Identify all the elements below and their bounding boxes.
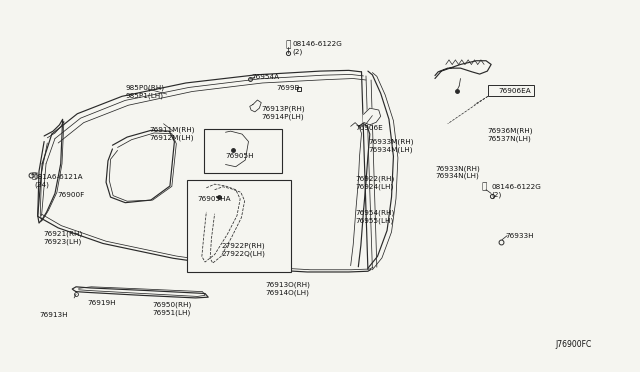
Polygon shape <box>106 131 174 203</box>
Text: 76913O(RH)
76914O(LH): 76913O(RH) 76914O(LH) <box>265 282 310 296</box>
Text: 76906EA: 76906EA <box>499 88 532 94</box>
Text: 76913P(RH)
76914P(LH): 76913P(RH) 76914P(LH) <box>261 106 305 120</box>
Text: 76911M(RH)
76912M(LH): 76911M(RH) 76912M(LH) <box>150 127 195 141</box>
Text: 985P0(RH)
985P1(LH): 985P0(RH) 985P1(LH) <box>125 84 164 99</box>
Text: 76913H: 76913H <box>39 312 68 318</box>
Polygon shape <box>435 61 491 78</box>
Text: 76905H: 76905H <box>225 153 254 159</box>
Text: 27922P(RH)
27922Q(LH): 27922P(RH) 27922Q(LH) <box>221 243 265 257</box>
Text: 76900F: 76900F <box>57 192 84 198</box>
Bar <box>204 129 282 173</box>
Text: 7699B: 7699B <box>276 85 300 91</box>
Text: 76933H: 76933H <box>505 232 534 239</box>
Text: 76950(RH)
76951(LH): 76950(RH) 76951(LH) <box>153 302 192 316</box>
Text: J76900FC: J76900FC <box>555 340 591 349</box>
Text: 08146-6122G
(2): 08146-6122G (2) <box>491 184 541 198</box>
Text: 081A6-6121A
(24): 081A6-6121A (24) <box>34 174 84 188</box>
Text: 76922(RH)
76924(LH): 76922(RH) 76924(LH) <box>356 176 395 190</box>
Text: 76921(RH)
76923(LH): 76921(RH) 76923(LH) <box>44 231 83 245</box>
Bar <box>187 180 291 272</box>
Text: 08146-6122G
(2): 08146-6122G (2) <box>292 41 342 55</box>
Text: 76936M(RH)
76537N(LH): 76936M(RH) 76537N(LH) <box>487 128 533 142</box>
Text: 76905HA: 76905HA <box>197 196 231 202</box>
Text: 76933N(RH)
76934N(LH): 76933N(RH) 76934N(LH) <box>435 165 480 179</box>
Text: Ⓑ: Ⓑ <box>481 182 487 191</box>
Text: Ⓑ: Ⓑ <box>285 40 291 49</box>
Text: Ⓑ: Ⓑ <box>31 171 36 180</box>
Text: 76906E: 76906E <box>355 125 383 131</box>
Text: 76933M(RH)
76934M(LH): 76933M(RH) 76934M(LH) <box>368 139 413 153</box>
Polygon shape <box>364 108 381 125</box>
Text: 76954(RH)
76955(LH): 76954(RH) 76955(LH) <box>356 209 395 224</box>
Bar <box>488 85 534 96</box>
Polygon shape <box>72 287 208 298</box>
Text: 76919H: 76919H <box>87 301 116 307</box>
Text: 76954A: 76954A <box>251 74 279 80</box>
